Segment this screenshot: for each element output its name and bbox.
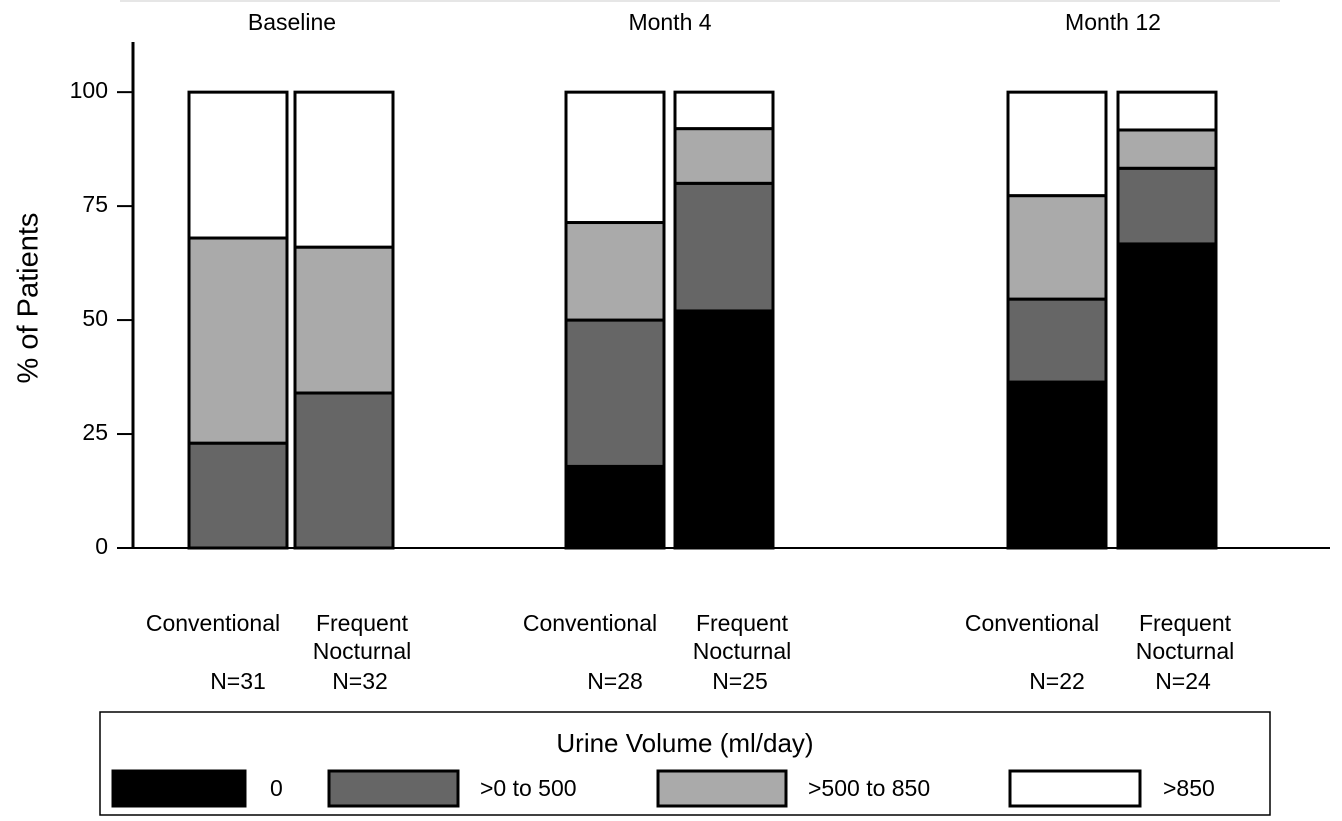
category-label: Frequent [316,610,409,636]
n-label: N=25 [712,668,768,694]
bar-segment [1116,90,1218,132]
bar-segment [673,127,775,185]
bar-segment [673,309,775,550]
category-label: Frequent [1139,610,1232,636]
bar-segment [187,441,289,550]
bar-segment [187,90,289,240]
n-label: N=24 [1155,668,1211,694]
bar-segment [1006,194,1108,301]
category-label: Conventional [146,610,280,636]
legend-label: 0 [270,775,283,801]
y-tick-label: 25 [82,419,108,445]
bar-segment [564,221,666,322]
bar-segment [564,464,666,550]
category-label: Nocturnal [693,638,791,664]
group-label: Month 12 [1065,9,1161,35]
legend-label: >500 to 850 [808,775,930,801]
bar-segment [1006,380,1108,550]
bar-segment [1006,90,1108,198]
bar-segment [1116,128,1218,170]
y-tick-label: 50 [82,305,108,331]
legend-swatch [656,769,788,808]
y-tick-label: 100 [70,77,108,103]
legend-label: >850 [1163,775,1215,801]
bar-segment [1006,297,1108,384]
category-label: Conventional [965,610,1099,636]
legend-box [99,711,1271,816]
bar-segment [673,90,775,131]
bar-segment [187,236,289,445]
group-label: Baseline [248,9,336,35]
bar-segment [293,90,395,249]
bar-segment [293,391,395,550]
legend-swatch [327,769,460,808]
group-label: Month 4 [628,9,711,35]
n-label: N=32 [332,668,388,694]
bar-segment [673,181,775,313]
y-tick-label: 75 [82,191,108,217]
legend-title: Urine Volume (ml/day) [556,728,813,758]
legend-swatch [111,769,247,808]
bar-segment [1116,242,1218,550]
bar-segment [564,318,666,468]
y-tick-label: 0 [95,533,108,559]
n-label: N=31 [210,668,266,694]
legend-label: >0 to 500 [480,775,577,801]
bar-segment [1116,166,1218,246]
category-label: Frequent [696,610,789,636]
legend-swatch [1008,769,1142,808]
n-label: N=28 [587,668,643,694]
y-axis-label: % of Patients [13,213,45,384]
category-label: Conventional [523,610,657,636]
n-label: N=22 [1029,668,1085,694]
category-label: Nocturnal [313,638,411,664]
category-label: Nocturnal [1136,638,1234,664]
bar-segment [564,90,666,225]
bar-segment [293,245,395,395]
